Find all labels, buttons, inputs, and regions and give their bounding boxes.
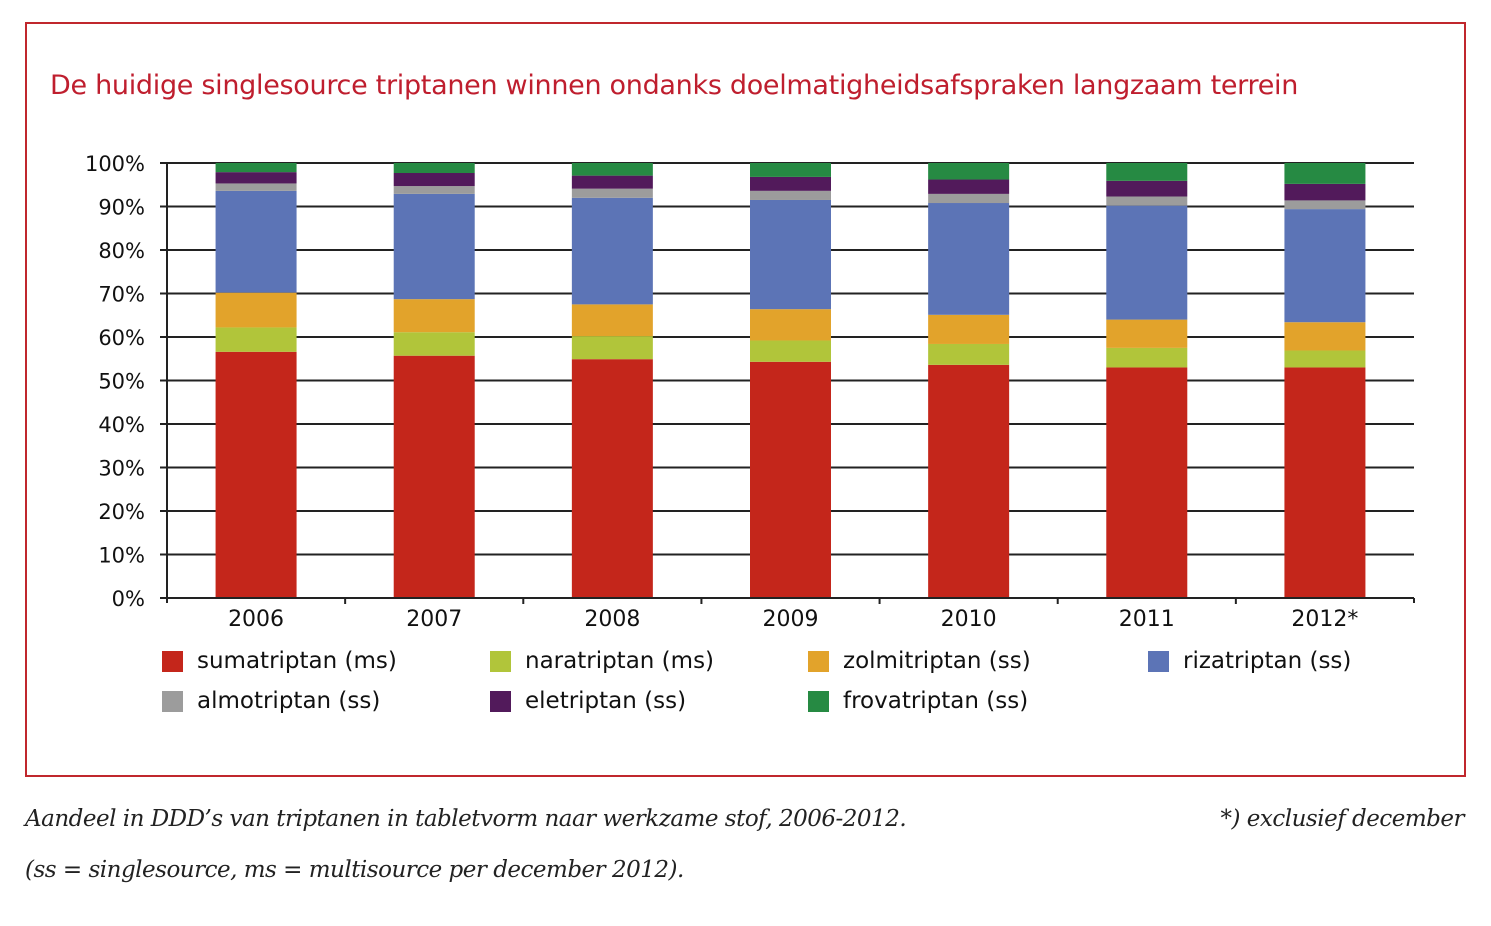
bar-segment-naratriptan-2010 [928,343,1010,365]
legend-swatch [490,690,511,712]
legend-item: sumatriptan (ms) [162,648,397,674]
bar-segment-frovatriptan-2009 [750,163,831,177]
x-tick-label: 2008 [584,607,640,632]
bar-segment-almotriptan-2007 [393,186,475,194]
bar-segment-zolmitriptan-2009 [750,309,831,341]
legend-label: eletriptan (ss) [525,688,687,714]
bar-segment-zolmitriptan-2007 [393,299,475,333]
bar-segment-naratriptan-2012 [1284,350,1366,368]
legend-label: sumatriptan (ms) [197,648,397,674]
bar-segment-eletriptan-2009 [750,176,831,191]
bar-segment-naratriptan-2007 [393,332,475,356]
bar-segment-eletriptan-2007 [393,173,475,187]
y-tick-label: 20% [98,500,145,524]
bar-segment-eletriptan-2008 [571,175,653,189]
legend-swatch [808,690,829,712]
bar-segment-frovatriptan-2006 [215,163,297,173]
x-tick-label: 2011 [1119,607,1175,632]
bar-segment-zolmitriptan-2006 [215,292,297,328]
bar-segment-frovatriptan-2007 [393,163,475,174]
bar-segment-frovatriptan-2011 [1106,163,1188,181]
legend-item: eletriptan (ss) [490,688,686,714]
bar-segment-frovatriptan-2008 [571,163,653,176]
legend-item: rizatriptan (ss) [1148,648,1351,674]
bar-segment-sumatriptan-2012 [1284,367,1366,598]
bar-segment-zolmitriptan-2008 [571,304,653,337]
legend-swatch [490,650,511,672]
y-tick-labels: 0% 10% 20% 30% 40% 50% 60% 70% 80% 90% 100% [85,152,145,611]
y-tick-label: 30% [98,457,145,481]
caption-line-2: (ss = singlesource, ms = multisource per… [25,857,684,883]
bar-segment-eletriptan-2011 [1106,180,1188,197]
y-tick-label: 100% [85,152,145,176]
bar-segment-rizatriptan-2006 [215,190,297,293]
bars [215,163,1366,598]
bar-segment-sumatriptan-2009 [750,361,831,598]
bar-segment-zolmitriptan-2010 [928,314,1010,344]
bar-segment-rizatriptan-2008 [571,197,653,305]
legend-item: almotriptan (ss) [162,688,380,714]
y-tick-label: 70% [98,283,145,307]
y-tick-label: 90% [98,196,145,220]
bar-segment-naratriptan-2008 [571,336,653,360]
bar-segment-almotriptan-2010 [928,193,1010,204]
y-tick-label: 0% [112,587,145,611]
legend-item: naratriptan (ms) [490,648,714,674]
bar-segment-rizatriptan-2012 [1284,209,1366,323]
bar-segment-almotriptan-2012 [1284,200,1366,210]
bar-segment-rizatriptan-2010 [928,203,1010,315]
bar-segment-naratriptan-2011 [1106,347,1188,368]
legend-item: frovatriptan (ss) [808,688,1028,714]
x-tick-label: 2010 [941,607,997,632]
legend-label: frovatriptan (ss) [843,688,1029,714]
bar-segment-eletriptan-2012 [1284,183,1366,201]
legend-label: naratriptan (ms) [525,648,715,674]
bar-segment-zolmitriptan-2012 [1284,322,1366,351]
x-tick-labels: 2006 2007 2008 2009 2010 2011 2012* [228,607,1358,632]
bar-segment-naratriptan-2009 [750,340,831,362]
caption-line-1: Aandeel in DDD’s van triptanen in tablet… [25,806,907,832]
x-tick-label: 2007 [406,607,462,632]
legend-item: zolmitriptan (ss) [808,648,1031,674]
x-tick-label: 2006 [228,607,284,632]
legend-swatch [162,690,183,712]
bar-segment-almotriptan-2009 [750,190,831,200]
bar-segment-rizatriptan-2011 [1106,205,1188,320]
y-tick-label: 10% [98,544,145,568]
bar-segment-sumatriptan-2010 [928,364,1010,598]
bar-segment-almotriptan-2008 [571,188,653,198]
axes [166,163,1415,604]
x-tick-label: 2012* [1291,607,1358,632]
y-tick-label: 60% [98,326,145,350]
chart-title: De huidige singlesource triptanen winnen… [50,70,1299,101]
bar-segment-frovatriptan-2010 [928,163,1010,180]
legend-swatch [162,650,183,672]
bar-segment-sumatriptan-2006 [215,351,297,598]
x-tick-label: 2009 [763,607,819,632]
bar-segment-zolmitriptan-2011 [1106,319,1188,348]
y-tick-label: 40% [98,413,145,437]
y-tick-label: 80% [98,239,145,263]
chart-frame [25,22,1466,777]
bar-segment-sumatriptan-2008 [571,359,653,598]
legend-swatch [1148,650,1169,672]
bar-segment-naratriptan-2006 [215,327,297,352]
legend-label: almotriptan (ss) [197,688,381,714]
legend-swatch [808,650,829,672]
bar-segment-frovatriptan-2012 [1284,163,1366,184]
bar-segment-eletriptan-2010 [928,179,1010,194]
bar-segment-rizatriptan-2007 [393,193,475,300]
legend-label: rizatriptan (ss) [1183,648,1352,674]
caption-footnote: *) exclusief december [1220,806,1465,832]
bar-segment-sumatriptan-2007 [393,355,475,598]
bar-segment-eletriptan-2006 [215,172,297,184]
bar-segment-almotriptan-2006 [215,183,297,191]
y-tick-label: 50% [98,370,145,394]
legend-label: zolmitriptan (ss) [843,648,1031,674]
bar-segment-rizatriptan-2009 [750,199,831,310]
bar-segment-almotriptan-2011 [1106,196,1188,206]
bar-segment-sumatriptan-2011 [1106,367,1188,598]
